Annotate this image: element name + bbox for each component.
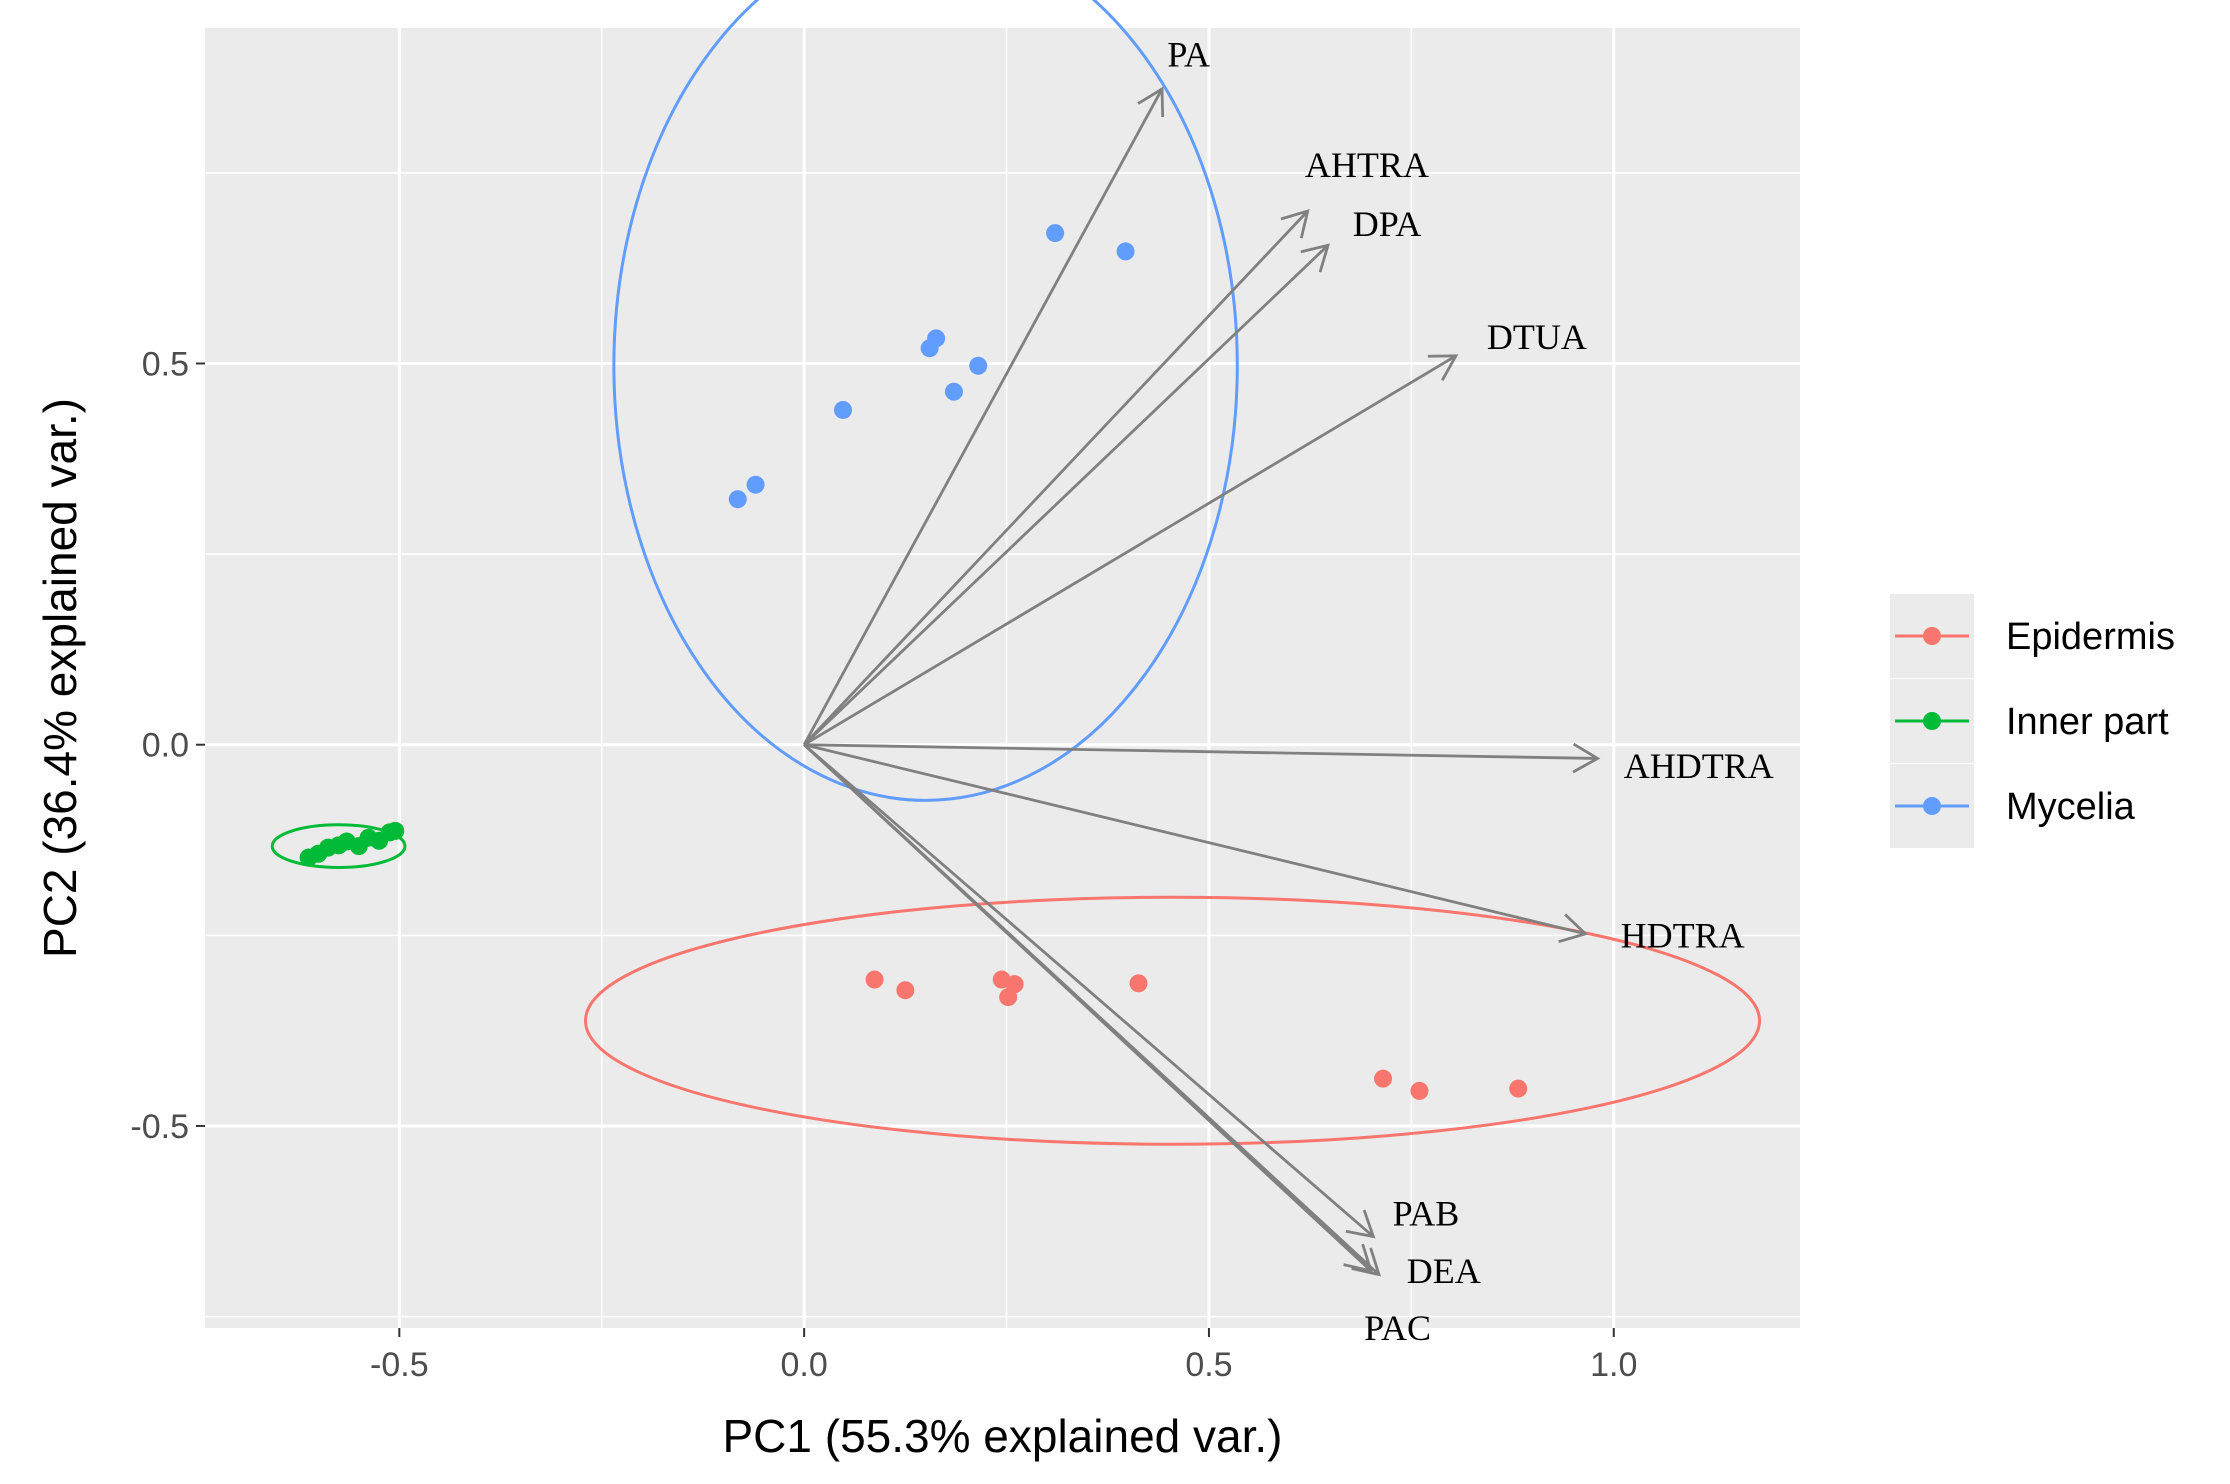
loading-label-ahdtra: AHDTRA [1624,746,1774,786]
legend-item-inner-part: Inner part [1890,679,2169,763]
legend-label: Mycelia [2006,786,2136,828]
group-ellipses [270,0,1762,1146]
legend-item-epidermis: Epidermis [1890,594,2175,678]
x-tick-label: -0.5 [370,1346,429,1384]
legend: Epidermis Inner part Mycelia [1890,594,2175,848]
arrow-head [1137,86,1165,118]
arrow-pab [803,743,1376,1239]
point-epidermis [1374,1069,1393,1088]
point-epidermis [1129,974,1148,993]
x-axis-title: PC1 (55.3% explained var.) [723,1410,1283,1462]
arrow-ahtra [803,208,1310,746]
loading-label-pab: PAB [1393,1194,1460,1234]
ellipse-inner-part [270,823,407,869]
major-gridlines [205,28,1800,1328]
x-tick-label: 1.0 [1590,1346,1637,1384]
ellipse-epidermis [584,895,1762,1146]
loading-label-hdtra: HDTRA [1621,915,1745,955]
legend-key-point [1923,797,1941,815]
point-mycelia [944,382,963,401]
point-mycelia [927,329,946,348]
plot-panel [205,28,1800,1328]
x-tick-label: 0.0 [781,1346,828,1384]
point-epidermis [1509,1079,1528,1098]
arrow-hdtra [803,743,1589,944]
point-mycelia [728,490,747,509]
arrow-ahdtra [804,742,1601,774]
arrow-head [1427,354,1459,381]
loading-label-dea: DEA [1407,1251,1481,1291]
x-axis-ticks: -0.5 0.0 0.5 1.0 [370,1328,1637,1384]
arrow-head [1343,1243,1373,1273]
y-axis-ticks: -0.5 0.0 0.5 [130,345,205,1146]
arrow-pa [802,86,1165,746]
arrow-shaft [803,354,1457,746]
loading-labels: PA AHTRA DPA DTUA AHDTRA HDTRA PAB DEA PAC [1167,35,1773,1348]
loading-label-ahtra: AHTRA [1305,145,1429,185]
arrow-shaft [803,743,1586,936]
arrow-shaft [802,88,1164,746]
arrow-shaft [803,244,1329,746]
y-axis-title: PC2 (36.4% explained var.) [34,398,86,958]
arrow-shaft [804,743,1598,760]
arrow-head [1345,1209,1376,1239]
y-tick-label: -0.5 [130,1108,189,1146]
legend-label: Epidermis [2006,616,2175,658]
arrow-dtua [803,354,1459,746]
loading-label-dpa: DPA [1353,204,1422,244]
point-mycelia [834,400,852,419]
arrow-head [1572,742,1601,774]
loading-label-pa: PA [1167,35,1210,75]
point-epidermis [865,970,884,989]
point-mycelia [969,356,988,375]
y-tick-label: 0.0 [142,727,189,765]
y-tick-label: 0.5 [142,345,189,383]
arrow-head [1351,1247,1382,1277]
arrow-head [1558,913,1589,944]
data-points [299,224,1528,1100]
legend-key-point [1923,712,1941,730]
legend-item-mycelia: Mycelia [1890,764,2136,848]
ellipse-mycelia [612,0,1239,802]
arrow-head [1280,208,1310,239]
loading-label-dtua: DTUA [1487,317,1587,357]
arrow-head [1300,243,1331,273]
point-mycelia [1046,224,1065,243]
x-tick-label: 0.5 [1185,1346,1232,1384]
arrow-dpa [803,243,1331,746]
arrow-shaft [803,743,1372,1272]
point-mycelia [746,475,765,494]
arrow-shaft [803,210,1309,746]
point-epidermis [999,988,1018,1007]
loading-label-pac: PAC [1364,1308,1431,1348]
point-epidermis [896,981,915,1000]
point-epidermis [1410,1081,1429,1100]
arrow-shaft [803,743,1375,1238]
point-mycelia [1116,242,1135,261]
point-inner-part [386,821,405,840]
legend-key-point [1923,627,1941,645]
loading-arrows [802,86,1601,1277]
arrow-pac [803,743,1373,1273]
legend-label: Inner part [2006,701,2169,743]
